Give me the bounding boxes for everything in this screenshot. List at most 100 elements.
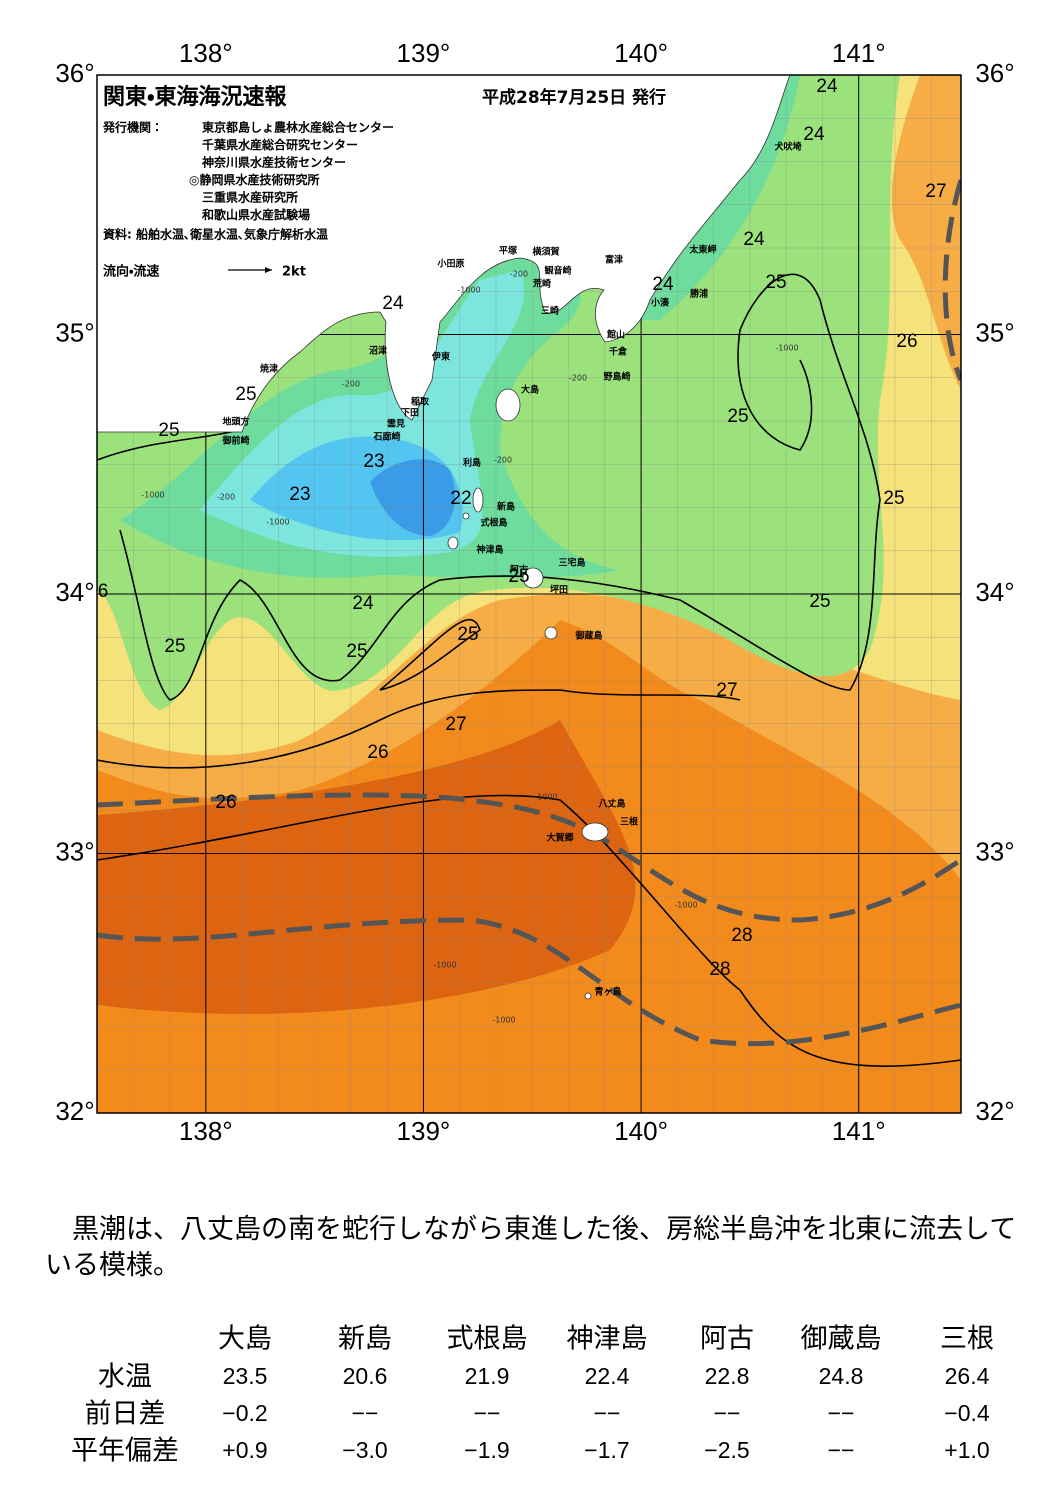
depth-label: -1000 [433,961,456,970]
place-name: 小湊 [650,297,670,309]
x-tick-label: 140° [614,1116,668,1146]
row-label: 水温 [98,1362,152,1393]
issuer-name: 和歌山県水産試験場 [201,207,310,222]
table-cell: −0.4 [944,1400,990,1426]
table-cell: −− [352,1400,379,1426]
row-label: 平年偏差 [71,1436,179,1467]
place-name: 石廊崎 [372,431,400,443]
table-header: 大島 [218,1324,272,1355]
table-cell: −0.2 [222,1400,267,1426]
table-cell: −1.7 [584,1437,629,1463]
table-header: 阿古 [700,1324,754,1355]
y-tick-label: 34° [975,577,1014,607]
kuroshio-path [97,179,961,1047]
place-name: 三崎 [541,305,559,317]
place-name: 野島崎 [603,371,630,383]
issuer-name: 三重県水産研究所 [202,190,298,205]
place-name: 小田原 [436,258,464,270]
table-header: 御蔵島 [801,1324,882,1355]
isotherm-label: 26 [215,792,236,813]
isotherm-label: 28 [709,959,730,980]
isotherm-label: 25 [235,384,256,405]
depth-label: -200 [494,456,512,465]
isotherm-label: 25 [765,272,786,293]
place-name: 沼津 [369,345,387,357]
depth-label: -1000 [457,286,480,295]
x-tick-label: 138° [179,1116,233,1146]
table-cell: 24.8 [819,1363,864,1389]
sea-temperature [97,75,961,1113]
place-name: 式根島 [480,517,507,529]
isotherm-label: 25 [346,641,367,662]
place-name: 太東岬 [688,244,716,256]
place-name: 御蔵島 [574,630,602,642]
x-tick-label: 138° [179,38,233,68]
place-name: 八丈島 [598,798,625,810]
table-cell: 21.9 [465,1363,510,1389]
isotherm-label: 6 [98,581,109,602]
y-tick-label: 33° [975,836,1014,866]
depth-label: -200 [510,270,528,279]
table-header: 式根島 [447,1324,528,1355]
issuer-label: 発行機関： [102,120,163,135]
sea-blue [370,459,456,536]
table-cell: 26.4 [945,1363,990,1389]
table-cell: 23.5 [223,1363,268,1389]
isotherm-label: 24 [816,76,838,97]
isotherm-label: 27 [716,680,737,701]
x-tick-label: 139° [397,1116,451,1146]
depth-label: -200 [569,374,587,383]
place-name: 下田 [401,408,419,419]
legend-scale: 2kt [282,265,306,280]
table-header: 三根 [940,1324,994,1355]
depth-label: -1000 [674,901,697,910]
depth-label: -200 [342,380,360,389]
issuer-name: ◎静岡県水産技術研究所 [189,172,319,187]
place-name: 阿古 [510,564,528,576]
place-name: 青ヶ島 [594,986,621,998]
issuer-name: 東京都島しょ農林水産総合センター [202,120,394,135]
issuer-name: 神奈川県水産技術センター [201,155,346,170]
isotherm-label: 26 [896,331,917,352]
x-tick-label: 141° [832,38,886,68]
y-tick-label: 35° [975,317,1014,347]
isotherm-label: 24 [652,274,674,295]
isotherm-label: 24 [382,293,404,314]
place-name: 伊東 [431,351,450,363]
table-cell: −− [474,1400,501,1426]
isotherm-label: 23 [363,451,384,472]
table-cell: −− [594,1400,621,1426]
place-name: 観音崎 [544,265,571,277]
isotherm-label: 23 [289,484,310,505]
land [97,75,791,1000]
isotherm-label: 25 [457,624,478,645]
place-name: 大島 [521,384,539,396]
isotherm-label: 26 [367,742,388,763]
place-name: 犬吠埼 [773,141,801,153]
place-name: 新島 [496,501,515,513]
isotherm-label: 27 [445,714,466,735]
issue-date: 平成28年7月25日 発行 [482,87,666,108]
depth-label: -1000 [141,491,164,500]
y-tick-label: 36° [55,58,94,88]
table-cell: −3.0 [342,1437,387,1463]
isotherm-label: 27 [925,181,946,202]
table-cell: −1.9 [464,1437,509,1463]
table-cell: +0.9 [222,1437,267,1463]
row-label: 前日差 [85,1399,166,1430]
y-tick-label: 36° [975,58,1014,88]
map-frame [96,74,962,1114]
isotherm-label: 25 [164,636,185,657]
isotherm-label: 25 [809,591,830,612]
table-cell: +1.0 [944,1437,989,1463]
table-cell: −− [828,1400,855,1426]
depth-label: -1000 [534,793,557,802]
table-cell: 22.8 [705,1363,750,1389]
depth-label: -200 [217,493,235,502]
place-name: 利島 [462,457,481,469]
table-cell: −2.5 [704,1437,749,1463]
place-name: 神津島 [475,544,503,556]
